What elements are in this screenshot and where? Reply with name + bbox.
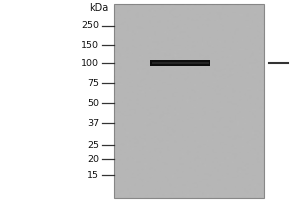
- Text: 250: 250: [81, 21, 99, 30]
- Text: 75: 75: [87, 78, 99, 88]
- Text: 150: 150: [81, 40, 99, 49]
- Bar: [150, 60, 210, 66]
- Text: 37: 37: [87, 118, 99, 128]
- Text: 20: 20: [87, 154, 99, 164]
- Text: kDa: kDa: [89, 3, 108, 13]
- Text: 25: 25: [87, 140, 99, 149]
- Bar: [114, 4, 264, 198]
- Text: 50: 50: [87, 98, 99, 108]
- Bar: [152, 62, 208, 64]
- Text: 15: 15: [87, 170, 99, 180]
- Text: 100: 100: [81, 58, 99, 68]
